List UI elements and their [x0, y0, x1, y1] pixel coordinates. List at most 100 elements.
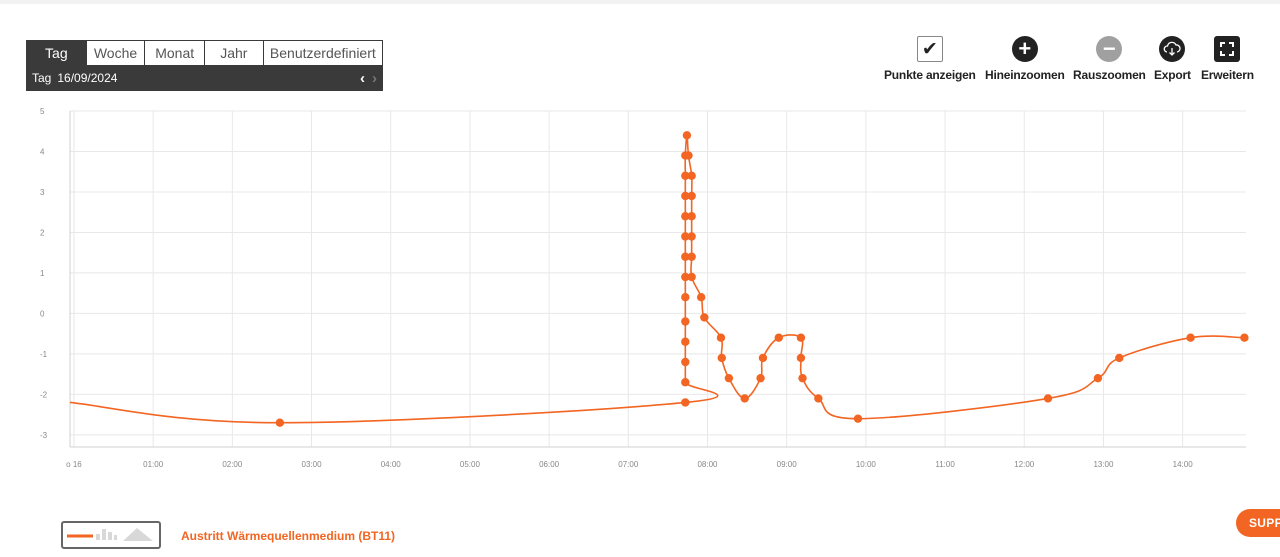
- data-point[interactable]: [681, 398, 690, 407]
- chart-panel: [0, 4, 1280, 557]
- data-point[interactable]: [796, 353, 806, 363]
- data-point[interactable]: [717, 353, 726, 363]
- y-tick-label: 1: [40, 269, 45, 278]
- data-point[interactable]: [814, 394, 823, 403]
- y-tick-label: 2: [40, 228, 45, 237]
- zoom-in-button[interactable]: + Hineinzoomen: [985, 36, 1065, 82]
- tab-month[interactable]: Monat: [145, 41, 205, 65]
- data-point[interactable]: [681, 212, 690, 221]
- legend-chart-type-icon: [67, 528, 153, 541]
- data-point[interactable]: [681, 378, 690, 387]
- tab-day[interactable]: Tag: [27, 41, 86, 65]
- data-point[interactable]: [1115, 353, 1124, 363]
- tab-custom[interactable]: Benutzerdefiniert: [263, 41, 383, 65]
- data-point[interactable]: [740, 394, 749, 403]
- x-tick-label: o 16: [66, 460, 82, 469]
- data-point[interactable]: [687, 272, 696, 282]
- x-tick-label: 13:00: [1093, 460, 1114, 469]
- y-tick-label: 3: [40, 188, 45, 197]
- data-point[interactable]: [681, 317, 690, 326]
- plus-icon: +: [1011, 36, 1038, 62]
- data-point[interactable]: [687, 212, 696, 221]
- data-point[interactable]: [687, 252, 696, 261]
- data-point[interactable]: [774, 333, 783, 342]
- data-point[interactable]: [687, 171, 696, 180]
- data-point[interactable]: [700, 313, 709, 322]
- legend-series-label[interactable]: Austritt Wärmequellenmedium (BT11): [181, 529, 396, 543]
- x-tick-label: 02:00: [222, 460, 243, 469]
- x-tick-label: 09:00: [777, 460, 798, 469]
- series-points-group: [275, 131, 1249, 427]
- export-button[interactable]: Export: [1154, 36, 1191, 82]
- zoom-out-label: Rauszoomen: [1073, 68, 1146, 82]
- data-point[interactable]: [681, 357, 690, 367]
- export-label: Export: [1154, 68, 1191, 82]
- x-tick-label: 08:00: [697, 460, 718, 469]
- chevron-right-icon[interactable]: ›: [372, 70, 377, 87]
- data-point[interactable]: [853, 414, 863, 423]
- data-point[interactable]: [681, 252, 690, 261]
- data-point[interactable]: [275, 418, 285, 427]
- data-point[interactable]: [1240, 333, 1249, 342]
- series-line: [69, 134, 1245, 424]
- chevron-left-icon[interactable]: ‹: [360, 70, 365, 87]
- x-tick-label: 03:00: [302, 460, 323, 469]
- data-point[interactable]: [724, 373, 734, 383]
- cloud-download-icon: [1159, 36, 1186, 62]
- minus-icon: −: [1096, 36, 1123, 62]
- date-display: Tag 16/09/2024 ‹ ›: [26, 65, 383, 91]
- data-point[interactable]: [1043, 394, 1053, 403]
- data-point[interactable]: [681, 272, 690, 282]
- data-point[interactable]: [681, 337, 690, 346]
- fullscreen-icon: [1214, 36, 1241, 62]
- data-point[interactable]: [798, 373, 807, 383]
- data-point[interactable]: [1093, 373, 1103, 383]
- date-prefix: Tag: [32, 71, 52, 85]
- data-point[interactable]: [1186, 333, 1195, 342]
- support-button[interactable]: SUPP: [1236, 509, 1280, 537]
- date-value: 16/09/2024: [57, 71, 118, 85]
- legend-series-toggle[interactable]: [61, 521, 161, 549]
- series-line-group: [69, 134, 1245, 424]
- tab-week[interactable]: Woche: [86, 41, 145, 65]
- x-tick-label: 06:00: [539, 460, 560, 469]
- tab-year[interactable]: Jahr: [205, 41, 263, 65]
- range-selector: Tag Woche Monat Jahr Benutzerdefiniert T…: [26, 40, 383, 91]
- y-tick-label: -3: [40, 431, 48, 440]
- expand-button[interactable]: Erweitern: [1201, 36, 1254, 82]
- show-points-label: Punkte anzeigen: [884, 68, 976, 82]
- data-point[interactable]: [681, 293, 690, 302]
- x-tick-label: 12:00: [1014, 460, 1035, 469]
- data-point[interactable]: [687, 232, 696, 241]
- data-point[interactable]: [796, 333, 806, 342]
- data-point[interactable]: [684, 151, 693, 160]
- expand-label: Erweitern: [1201, 68, 1254, 82]
- data-point[interactable]: [696, 293, 706, 302]
- zoom-out-button[interactable]: − Rauszoomen: [1073, 36, 1146, 82]
- data-point[interactable]: [681, 191, 690, 201]
- x-tick-label: 05:00: [460, 460, 481, 469]
- x-tick-label: 01:00: [143, 460, 164, 469]
- data-point[interactable]: [756, 373, 765, 383]
- data-point[interactable]: [681, 232, 690, 241]
- y-tick-label: -2: [40, 390, 48, 399]
- chart-axes: 5 4 3 2 1 0 -1 -2 -3 o 16 01:00 02:00 03:00 04:00 05:0…: [40, 107, 1246, 469]
- y-tick-label: 0: [40, 309, 45, 318]
- data-point[interactable]: [758, 353, 768, 363]
- x-tick-label: 11:00: [935, 460, 955, 469]
- y-tick-label: -1: [40, 350, 48, 359]
- y-tick-label: 5: [40, 107, 45, 116]
- y-tick-label: 4: [40, 147, 45, 156]
- checkbox-checked-icon[interactable]: ✔: [916, 36, 943, 62]
- zoom-in-label: Hineinzoomen: [985, 68, 1065, 82]
- data-point[interactable]: [682, 131, 692, 140]
- data-point[interactable]: [681, 171, 690, 180]
- x-tick-label: 14:00: [1173, 460, 1194, 469]
- data-point[interactable]: [716, 333, 726, 342]
- x-tick-label: 10:00: [856, 460, 877, 469]
- chart-grid: [70, 110, 1246, 447]
- data-point[interactable]: [687, 191, 696, 201]
- x-tick-label: 07:00: [618, 460, 639, 469]
- show-points-toggle[interactable]: ✔ Punkte anzeigen: [884, 36, 976, 82]
